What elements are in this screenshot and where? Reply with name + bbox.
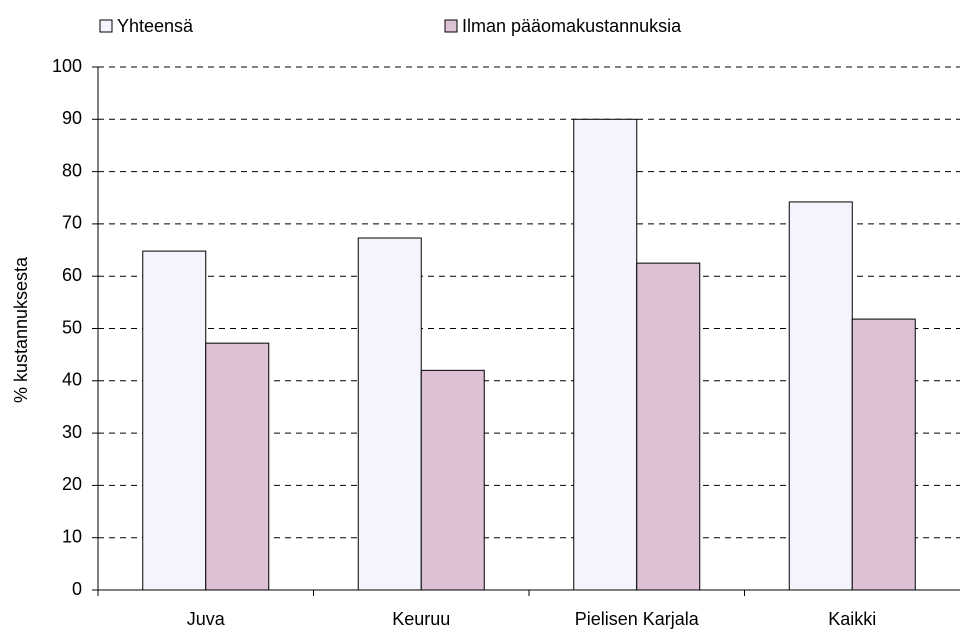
bar xyxy=(142,250,207,591)
y-tick-label: 20 xyxy=(62,474,82,494)
bar xyxy=(420,369,485,591)
y-tick-label: 90 xyxy=(62,108,82,128)
y-tick-label: 30 xyxy=(62,422,82,442)
y-tick-label: 80 xyxy=(62,160,82,180)
x-tick-label: Kaikki xyxy=(828,609,876,629)
bar xyxy=(851,318,916,591)
bar xyxy=(357,237,422,591)
y-axis-label: % kustannuksesta xyxy=(11,256,31,403)
y-tick-label: 10 xyxy=(62,526,82,546)
bar xyxy=(636,262,701,591)
bar xyxy=(788,201,853,591)
legend-swatch xyxy=(99,19,113,33)
legend-label: Ilman pääomakustannuksia xyxy=(462,16,682,36)
y-tick-label: 50 xyxy=(62,317,82,337)
legend-swatch xyxy=(444,19,458,33)
legend-label: Yhteensä xyxy=(117,16,194,36)
bar xyxy=(573,118,638,591)
x-tick-label: Pielisen Karjala xyxy=(575,609,700,629)
y-tick-label: 100 xyxy=(52,56,82,76)
y-tick-label: 60 xyxy=(62,265,82,285)
y-tick-label: 0 xyxy=(72,579,82,599)
y-tick-label: 40 xyxy=(62,370,82,390)
y-tick-label: 70 xyxy=(62,213,82,233)
x-tick-label: Juva xyxy=(187,609,226,629)
x-tick-label: Keuruu xyxy=(392,609,450,629)
bar xyxy=(205,342,270,591)
